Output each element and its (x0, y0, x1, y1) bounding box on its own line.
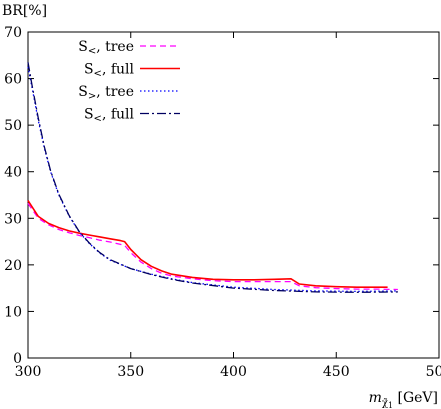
axis-ticks (27, 31, 440, 359)
series-line-3 (27, 66, 398, 293)
y-tick-label: 40 (4, 165, 22, 181)
series-line-4 (27, 62, 398, 293)
y-tick-label: 70 (4, 25, 22, 41)
plot-frame (27, 31, 440, 359)
y-tick-label: 20 (4, 258, 22, 274)
series-layer (27, 62, 398, 293)
y-tick-label: 50 (4, 118, 22, 134)
x-tick-label: 500 (426, 364, 441, 380)
legend-label-2: S<, full (84, 62, 135, 80)
legend-label-3: S>, tree (78, 84, 134, 102)
y-tick-label: 0 (13, 351, 22, 367)
legend-label-4: S<, full (84, 107, 135, 125)
x-tick-label: 350 (117, 364, 144, 380)
legend: S<, tree S<, full S>, tree S<, full (78, 39, 180, 125)
series-line-2 (27, 200, 388, 289)
x-tick-label: 400 (220, 364, 247, 380)
y-tick-label: 30 (4, 211, 22, 227)
legend-label-1: S<, tree (78, 39, 134, 57)
y-tick-label: 10 (4, 304, 22, 320)
y-axis-label: BR[%] (2, 3, 47, 19)
x-tick-label: 450 (323, 364, 350, 380)
tick-labels: 300 350 400 450 500 0 10 20 30 40 50 60 70 (4, 25, 441, 380)
x-axis-label: mχ̃1 [GeV] (369, 390, 438, 409)
y-tick-label: 60 (4, 72, 22, 88)
series-line-1 (27, 203, 398, 291)
x-tick-label: 300 (15, 364, 42, 380)
